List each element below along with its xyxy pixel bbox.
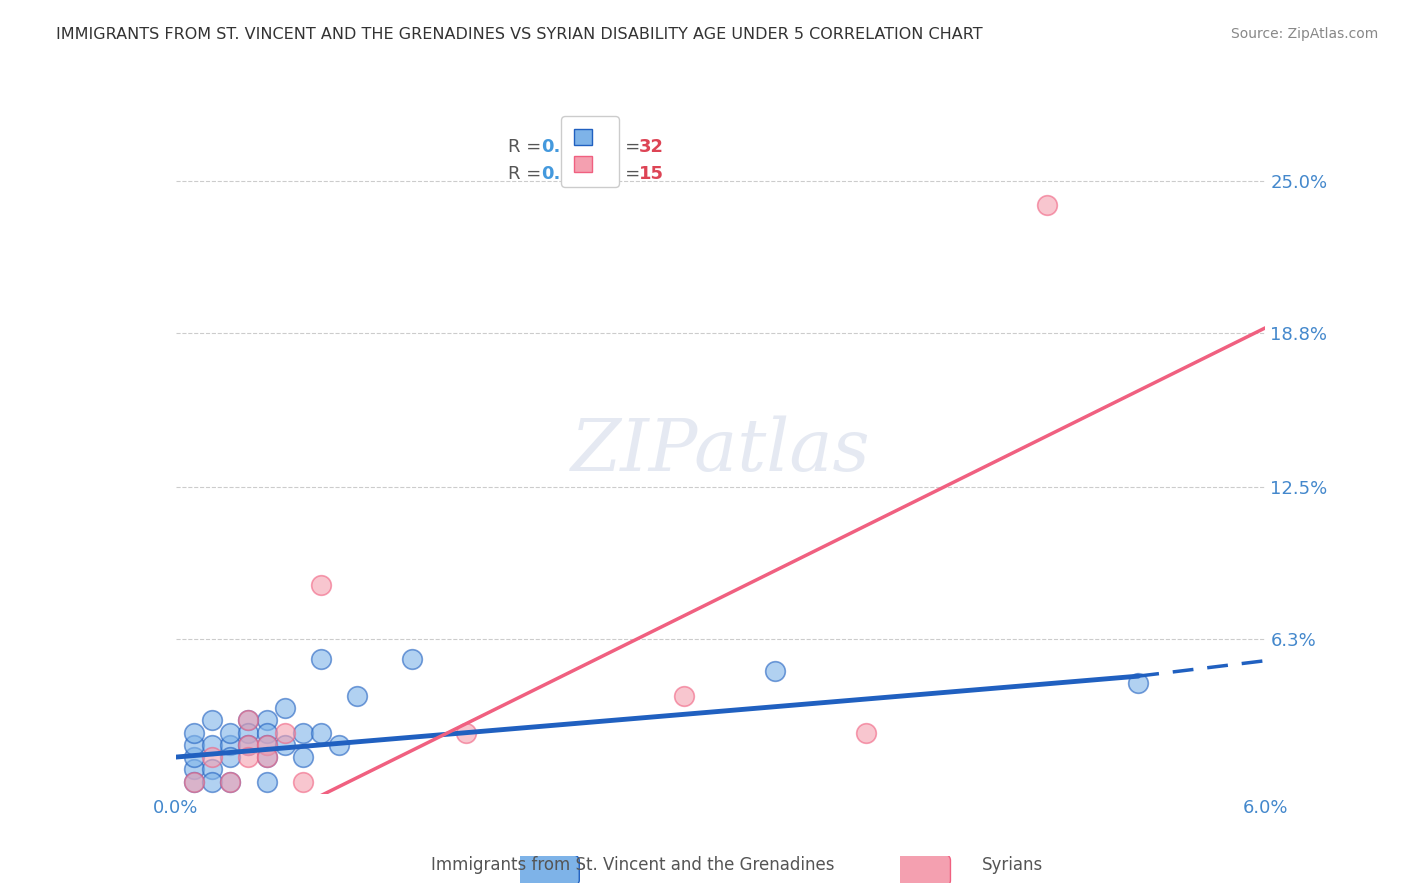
Point	[328, 738, 350, 752]
Point	[274, 725, 297, 739]
Point	[219, 725, 242, 739]
Point	[256, 750, 278, 764]
Point	[291, 750, 314, 764]
Point	[274, 738, 297, 752]
Point	[256, 750, 278, 764]
Text: 32: 32	[638, 138, 664, 156]
Point	[238, 725, 260, 739]
Point	[183, 774, 205, 789]
Text: Immigrants from St. Vincent and the Grenadines: Immigrants from St. Vincent and the Gren…	[432, 856, 834, 874]
Point	[673, 689, 696, 703]
Text: R =: R =	[508, 138, 547, 156]
Point	[201, 774, 224, 789]
Point	[238, 714, 260, 728]
Point	[456, 725, 478, 739]
Point	[274, 701, 297, 715]
Text: R =: R =	[508, 165, 547, 184]
Point	[1128, 676, 1150, 690]
Point	[256, 738, 278, 752]
Point	[855, 725, 877, 739]
Point	[309, 652, 332, 666]
Point	[238, 750, 260, 764]
Text: 15: 15	[638, 165, 664, 184]
Point	[346, 689, 368, 703]
Point	[291, 774, 314, 789]
Legend: , : ,	[561, 116, 619, 187]
Point	[763, 664, 786, 679]
Text: 0.289: 0.289	[541, 138, 598, 156]
Point	[256, 738, 278, 752]
Point	[183, 738, 205, 752]
Point	[183, 774, 205, 789]
Text: Syrians: Syrians	[981, 856, 1043, 874]
Point	[183, 725, 205, 739]
Point	[201, 750, 224, 764]
Point	[256, 714, 278, 728]
Point	[401, 652, 423, 666]
Text: N =: N =	[606, 138, 647, 156]
Point	[256, 774, 278, 789]
Point	[219, 738, 242, 752]
Point	[309, 578, 332, 592]
Point	[183, 750, 205, 764]
Point	[238, 714, 260, 728]
Point	[256, 725, 278, 739]
Point	[219, 774, 242, 789]
Point	[219, 774, 242, 789]
Point	[238, 738, 260, 752]
Point	[201, 714, 224, 728]
FancyBboxPatch shape	[886, 853, 950, 888]
Text: 0.818: 0.818	[541, 165, 598, 184]
Point	[1036, 198, 1059, 212]
Point	[291, 725, 314, 739]
Text: Source: ZipAtlas.com: Source: ZipAtlas.com	[1230, 27, 1378, 41]
Point	[201, 762, 224, 776]
Point	[183, 762, 205, 776]
Point	[201, 738, 224, 752]
Text: IMMIGRANTS FROM ST. VINCENT AND THE GRENADINES VS SYRIAN DISABILITY AGE UNDER 5 : IMMIGRANTS FROM ST. VINCENT AND THE GREN…	[56, 27, 983, 42]
Point	[309, 725, 332, 739]
Text: N =: N =	[606, 165, 647, 184]
FancyBboxPatch shape	[499, 853, 579, 888]
Text: ZIPatlas: ZIPatlas	[571, 415, 870, 486]
Point	[219, 750, 242, 764]
Point	[238, 738, 260, 752]
